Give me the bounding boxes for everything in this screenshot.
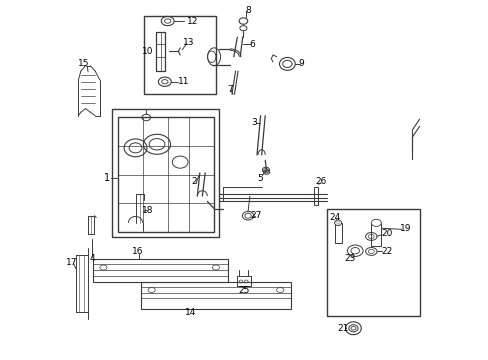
Text: 15: 15 [78, 59, 89, 68]
Text: 23: 23 [344, 254, 355, 263]
Text: 14: 14 [185, 308, 196, 317]
Bar [93, 258, 228, 282]
Bar [326, 208, 419, 316]
Bar [118, 117, 214, 232]
Text: 18: 18 [142, 206, 153, 215]
Bar [313, 187, 318, 205]
Bar [141, 282, 290, 309]
Text: 27: 27 [250, 211, 261, 220]
Text: 12: 12 [186, 17, 198, 26]
Text: 2: 2 [191, 177, 196, 186]
Text: 1: 1 [103, 173, 110, 183]
Bar [236, 276, 250, 287]
Text: 13: 13 [183, 38, 195, 47]
Text: 20: 20 [380, 229, 391, 238]
Text: 10: 10 [142, 47, 153, 56]
Text: 19: 19 [399, 224, 411, 233]
Text: 22: 22 [380, 247, 391, 256]
Text: 3: 3 [251, 118, 257, 127]
Text: 7: 7 [227, 85, 233, 94]
Text: 9: 9 [298, 59, 304, 68]
Text: 8: 8 [244, 6, 250, 15]
Text: 25: 25 [238, 286, 249, 295]
Text: 16: 16 [131, 247, 143, 256]
Bar [370, 223, 381, 246]
Text: 11: 11 [178, 77, 189, 86]
Ellipse shape [370, 219, 381, 226]
Bar [112, 109, 219, 237]
Text: 21: 21 [336, 324, 348, 333]
Text: 4: 4 [90, 254, 95, 263]
Ellipse shape [334, 220, 341, 226]
Text: 17: 17 [65, 258, 77, 267]
Text: 26: 26 [315, 177, 326, 186]
Text: 24: 24 [328, 213, 340, 222]
Bar [334, 223, 341, 243]
Text: 5: 5 [257, 174, 263, 183]
Text: 6: 6 [249, 40, 255, 49]
Bar [144, 16, 216, 94]
